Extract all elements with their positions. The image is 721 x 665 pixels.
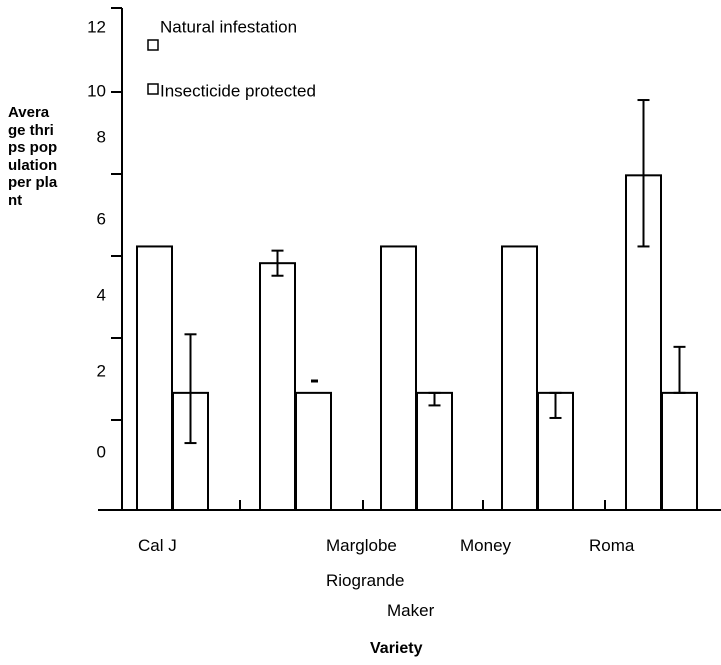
x-axis-label: Variety bbox=[370, 640, 423, 657]
y-tick-label: 4 bbox=[97, 285, 106, 304]
category-label-roma: Roma bbox=[589, 536, 635, 555]
category-label-riogrande: Riogrande bbox=[326, 571, 405, 590]
bar-protected bbox=[416, 391, 453, 511]
legend-swatch bbox=[147, 39, 159, 51]
bar-natural bbox=[136, 245, 173, 511]
bar-protected bbox=[661, 391, 698, 511]
y-axis-label: Average thrips population per plant bbox=[8, 104, 58, 209]
bar-protected bbox=[295, 391, 332, 511]
y-tick-label: 10 bbox=[87, 81, 106, 100]
legend: Natural infestation Insecticide protected bbox=[147, 17, 316, 100]
y-tick-label: 0 bbox=[97, 442, 106, 461]
bar-natural bbox=[259, 262, 296, 511]
bars bbox=[136, 99, 698, 511]
legend-label: Insecticide protected bbox=[160, 81, 316, 100]
y-tick-label: 12 bbox=[87, 17, 106, 36]
y-tick-label: 8 bbox=[97, 127, 106, 146]
category-label-cal-j: Cal J bbox=[138, 536, 177, 555]
category-label-marglobe: Marglobe bbox=[326, 536, 397, 555]
legend-swatch bbox=[147, 83, 159, 95]
y-tick-label: 6 bbox=[97, 209, 106, 228]
category-label-money: Money bbox=[460, 536, 512, 555]
bar-natural bbox=[380, 245, 417, 511]
legend-label: Natural infestation bbox=[160, 17, 297, 36]
y-tick-label: 2 bbox=[97, 361, 106, 380]
bar-natural bbox=[501, 245, 538, 511]
category-label-maker: Maker bbox=[387, 601, 435, 620]
